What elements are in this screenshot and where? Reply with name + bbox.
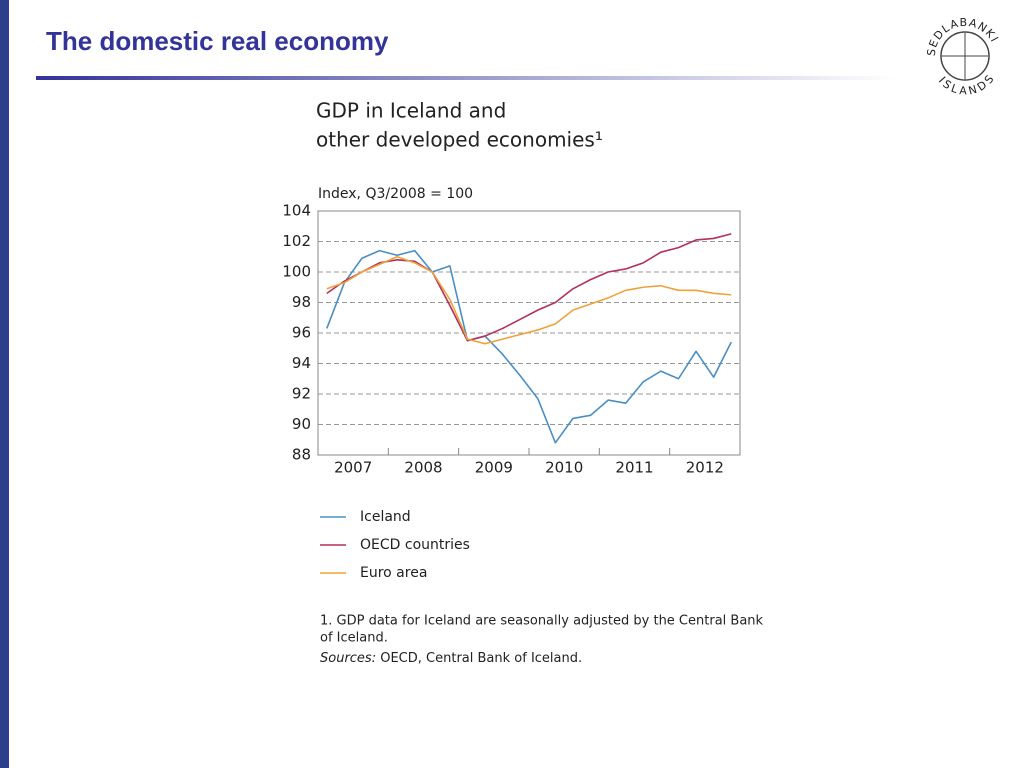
chart-title: GDP in Iceland and [316, 99, 506, 123]
y-tick-label: 88 [292, 446, 311, 464]
sources-text: OECD, Central Bank of Iceland. [380, 651, 582, 666]
title-rule [36, 76, 896, 80]
y-tick-label: 90 [292, 415, 311, 433]
footnote: 1. GDP data for Iceland are seasonally a… [320, 614, 764, 629]
side-bar [0, 0, 9, 768]
y-tick-label: 100 [282, 263, 311, 281]
x-tick-label: 2012 [686, 459, 724, 477]
slide-title: The domestic real economy [46, 26, 389, 56]
logo-seal [940, 31, 990, 81]
chart-title: other developed economies¹ [316, 128, 603, 152]
y-tick-label: 104 [282, 202, 311, 220]
series-line [326, 233, 732, 342]
x-tick-label: 2007 [334, 459, 372, 477]
logo-text-top: SEDLABANKI [925, 16, 1000, 57]
legend-label: Euro area [360, 565, 427, 581]
y-tick-label: 92 [292, 385, 311, 403]
series-line [326, 255, 732, 345]
logo-text: SEDLABANKI [925, 16, 1002, 57]
logo-text-bottom: ISLANDS [936, 71, 996, 97]
x-tick-label: 2010 [545, 459, 583, 477]
footnote: of Iceland. [320, 631, 388, 646]
y-tick-label: 102 [282, 232, 311, 250]
x-tick-label: 2009 [475, 459, 513, 477]
sources-label: Sources: [320, 651, 376, 666]
legend-label: Iceland [360, 509, 411, 525]
y-tick-label: 94 [292, 354, 311, 372]
logo: SEDLABANKI ISLANDS [925, 16, 1002, 98]
series-line [326, 249, 732, 444]
x-tick-label: 2008 [404, 459, 442, 477]
sources: Sources: OECD, Central Bank of Iceland. [320, 651, 582, 666]
logo-text: ISLANDS [936, 71, 998, 97]
y-tick-label: 96 [292, 324, 311, 342]
y-axis-label: Index, Q3/2008 = 100 [318, 186, 473, 202]
x-tick-label: 2011 [615, 459, 653, 477]
legend-label: OECD countries [360, 537, 470, 553]
y-tick-label: 98 [292, 293, 311, 311]
